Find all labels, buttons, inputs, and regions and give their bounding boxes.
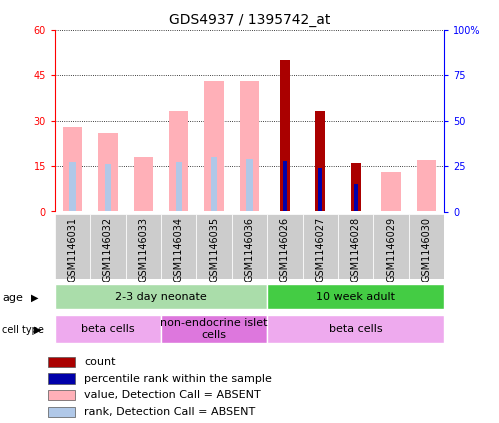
Bar xyxy=(353,184,358,212)
Bar xyxy=(48,374,75,384)
Text: cell type: cell type xyxy=(2,325,44,335)
Bar xyxy=(161,214,197,279)
Bar xyxy=(197,214,232,279)
Bar xyxy=(267,315,444,343)
Bar xyxy=(240,81,259,212)
Bar xyxy=(247,159,252,212)
Bar xyxy=(417,160,436,212)
Text: ▶: ▶ xyxy=(31,293,38,303)
Text: GSM1146035: GSM1146035 xyxy=(209,217,219,282)
Bar xyxy=(169,112,189,212)
Text: GSM1146027: GSM1146027 xyxy=(315,217,325,282)
Text: rank, Detection Call = ABSENT: rank, Detection Call = ABSENT xyxy=(84,407,255,417)
Bar xyxy=(232,214,267,279)
Bar xyxy=(55,315,161,343)
Bar xyxy=(409,214,444,279)
Bar xyxy=(161,315,267,343)
Bar xyxy=(126,214,161,279)
Bar xyxy=(267,283,444,310)
Bar xyxy=(302,214,338,279)
Bar xyxy=(338,214,373,279)
Text: GSM1146034: GSM1146034 xyxy=(174,217,184,282)
Bar xyxy=(211,157,217,212)
Text: percentile rank within the sample: percentile rank within the sample xyxy=(84,374,272,384)
Text: GSM1146030: GSM1146030 xyxy=(422,217,432,282)
Bar xyxy=(90,214,126,279)
Text: value, Detection Call = ABSENT: value, Detection Call = ABSENT xyxy=(84,390,261,400)
Bar xyxy=(48,390,75,400)
Text: GSM1146033: GSM1146033 xyxy=(138,217,148,282)
Text: count: count xyxy=(84,357,116,367)
Bar xyxy=(318,168,322,212)
Bar xyxy=(280,60,290,212)
Bar xyxy=(381,172,401,212)
Text: beta cells: beta cells xyxy=(81,324,135,334)
Bar xyxy=(55,214,90,279)
Bar xyxy=(267,214,302,279)
Text: 2-3 day neonate: 2-3 day neonate xyxy=(115,291,207,302)
Bar xyxy=(134,157,153,212)
Bar xyxy=(373,214,409,279)
Bar xyxy=(105,164,111,212)
Bar xyxy=(48,407,75,417)
Bar xyxy=(63,126,82,212)
Text: GSM1146031: GSM1146031 xyxy=(67,217,77,282)
Bar xyxy=(69,162,76,212)
Bar xyxy=(351,163,361,212)
Bar xyxy=(98,133,118,212)
Text: ▶: ▶ xyxy=(34,325,41,335)
Bar xyxy=(205,81,224,212)
Bar xyxy=(315,112,325,212)
Text: beta cells: beta cells xyxy=(329,324,382,334)
Text: GSM1146029: GSM1146029 xyxy=(386,217,396,282)
Text: GSM1146036: GSM1146036 xyxy=(245,217,254,282)
Bar xyxy=(55,283,267,310)
Text: GSM1146032: GSM1146032 xyxy=(103,217,113,282)
Text: 10 week adult: 10 week adult xyxy=(316,291,395,302)
Text: GSM1146028: GSM1146028 xyxy=(351,217,361,282)
Bar xyxy=(283,161,287,212)
Bar xyxy=(48,357,75,368)
Text: age: age xyxy=(2,293,23,303)
Text: non-endocrine islet
cells: non-endocrine islet cells xyxy=(160,318,268,340)
Title: GDS4937 / 1395742_at: GDS4937 / 1395742_at xyxy=(169,13,330,27)
Text: GSM1146026: GSM1146026 xyxy=(280,217,290,282)
Bar xyxy=(176,162,182,212)
